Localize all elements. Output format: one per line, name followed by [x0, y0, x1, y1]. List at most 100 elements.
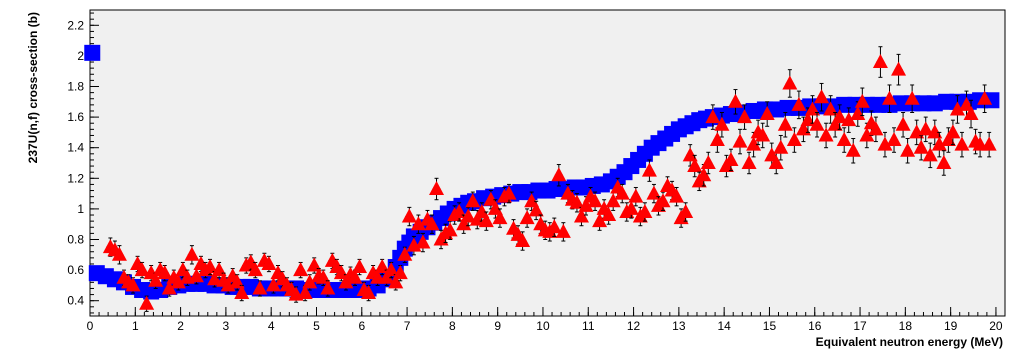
x-tick-label: 9 — [494, 319, 501, 333]
red-triangle-point — [832, 109, 848, 124]
red-triangle-point — [678, 203, 694, 218]
x-tick-label: 13 — [672, 319, 686, 333]
red-triangle-point — [578, 197, 594, 212]
red-triangle-point — [347, 269, 363, 284]
red-triangle-point — [723, 151, 739, 166]
y-axis: 0.4 0.6 0.8 1 1.2 1.4 1.6 1.8 2 2.2 — [67, 12, 99, 314]
x-tick-label: 16 — [808, 319, 822, 333]
y-tick-label: 1.6 — [67, 110, 84, 124]
red-triangle-point — [515, 233, 531, 248]
x-tick-label: 1 — [132, 319, 139, 333]
red-triangle-point — [528, 202, 544, 217]
red-triangle-point — [922, 147, 938, 162]
red-triangle-point — [605, 193, 621, 208]
red-triangle-point — [818, 127, 834, 142]
x-tick-label: 3 — [223, 319, 230, 333]
red-triangle-point — [637, 203, 653, 218]
red-triangle-point — [836, 132, 852, 147]
red-triangle-point — [139, 295, 155, 310]
red-triangle-point — [492, 210, 508, 225]
red-triangle-point — [709, 132, 725, 147]
red-triangle-point — [392, 265, 408, 280]
y-tick-label: 1.4 — [67, 141, 84, 155]
red-triangle-point — [850, 106, 866, 121]
red-triangle-point — [945, 124, 961, 139]
red-triangle-point — [981, 136, 997, 151]
x-tick-label: 18 — [899, 319, 913, 333]
red-triangle-point — [759, 106, 775, 121]
red-triangle-point — [936, 155, 952, 169]
red-triangle-point — [655, 193, 671, 208]
red-triangle-point — [379, 269, 395, 284]
red-triangle-point — [804, 101, 820, 116]
x-tick-label: 12 — [627, 319, 641, 333]
red-triangle-point — [891, 61, 907, 76]
y-tick-label: 1.2 — [67, 171, 84, 185]
red-triangle-point — [727, 93, 743, 108]
y-tick-label: 2.2 — [67, 18, 84, 32]
red-triangle-point — [746, 136, 762, 151]
x-tick-label: 8 — [449, 319, 456, 333]
red-triangle-point — [374, 259, 390, 274]
y-tick-label: 0.8 — [67, 233, 84, 247]
y-tick-label: 0.6 — [67, 263, 84, 277]
red-triangle-point — [555, 223, 571, 238]
red-triangle-point — [401, 208, 417, 223]
red-triangle-point — [786, 132, 802, 147]
red-triangle-point — [773, 139, 789, 154]
red-triangle-point — [741, 155, 757, 169]
red-triangle-point — [415, 234, 431, 249]
y-axis-title: 237U(n,f) cross-section (b) — [26, 12, 40, 163]
red-triangle-point — [569, 194, 585, 209]
red-triangle-point — [451, 203, 467, 218]
x-tick-label: 15 — [763, 319, 777, 333]
red-triangle-point — [859, 127, 875, 142]
red-triangle-point — [700, 155, 716, 169]
red-triangle-point — [623, 200, 639, 215]
red-triangle-point — [410, 216, 426, 231]
red-triangle-point — [157, 265, 173, 280]
red-triangle-point — [841, 112, 857, 127]
red-triangle-point — [714, 116, 730, 131]
red-triangle-point — [895, 116, 911, 131]
red-triangle-point — [927, 124, 943, 139]
red-triangle-point — [737, 109, 753, 124]
x-tick-label: 2 — [177, 319, 184, 333]
y-tick-label: 0.4 — [67, 294, 84, 308]
red-triangle-point — [886, 132, 902, 147]
red-triangle-point — [261, 255, 277, 270]
plot-background — [89, 9, 1006, 317]
red-triangle-point — [442, 222, 458, 237]
red-triangle-point — [424, 216, 440, 231]
red-triangle-point — [755, 127, 771, 142]
red-triangle-point — [904, 90, 920, 105]
x-tick-label: 4 — [268, 319, 275, 333]
x-tick-label: 7 — [404, 319, 411, 333]
red-triangle-point — [854, 93, 870, 108]
red-triangle-point — [456, 216, 472, 231]
red-triangle-point — [315, 269, 331, 284]
red-triangle-point — [940, 132, 956, 147]
red-triangle-point — [234, 285, 250, 300]
x-tick-label: 19 — [944, 319, 958, 333]
red-triangle-point — [872, 54, 888, 69]
y-tick-label: 1.8 — [67, 80, 84, 94]
red-triangle-point — [188, 268, 204, 283]
red-triangle-point — [809, 116, 825, 131]
red-triangle-point — [478, 213, 494, 228]
red-triangle-point — [465, 193, 481, 208]
red-triangle-point — [687, 158, 703, 173]
red-triangle-point — [628, 188, 644, 203]
x-tick-label: 6 — [358, 319, 365, 333]
red-triangle-point — [800, 112, 816, 127]
red-triangle-point — [601, 207, 617, 222]
red-triangle-point — [247, 262, 263, 277]
red-triangle-point — [483, 191, 499, 206]
blue-square-point — [84, 44, 101, 61]
red-triangle-point — [900, 142, 916, 157]
red-triangle-point — [519, 210, 535, 225]
red-triangle-point — [306, 257, 322, 272]
red-triangle-point — [795, 121, 811, 136]
red-triangle-point — [460, 208, 476, 223]
red-triangle-point — [161, 280, 177, 295]
